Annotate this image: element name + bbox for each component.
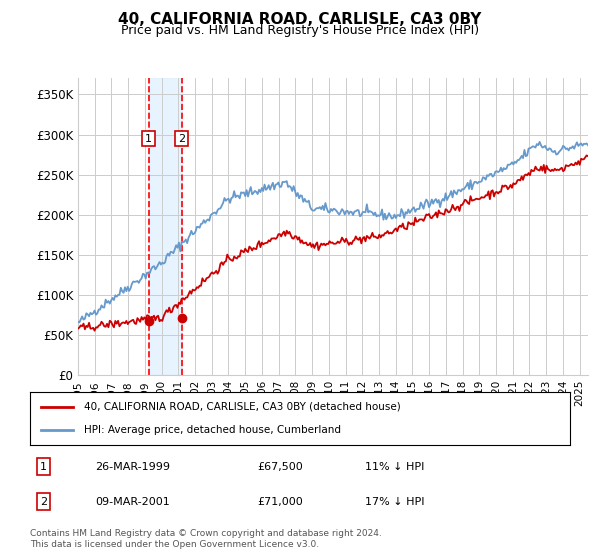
Text: 40, CALIFORNIA ROAD, CARLISLE, CA3 0BY (detached house): 40, CALIFORNIA ROAD, CARLISLE, CA3 0BY (… — [84, 402, 401, 412]
Text: 2: 2 — [40, 497, 47, 507]
Text: 26-MAR-1999: 26-MAR-1999 — [95, 462, 170, 472]
Text: Price paid vs. HM Land Registry's House Price Index (HPI): Price paid vs. HM Land Registry's House … — [121, 24, 479, 37]
Text: 1: 1 — [145, 134, 152, 143]
Text: 40, CALIFORNIA ROAD, CARLISLE, CA3 0BY: 40, CALIFORNIA ROAD, CARLISLE, CA3 0BY — [118, 12, 482, 27]
Text: 17% ↓ HPI: 17% ↓ HPI — [365, 497, 424, 507]
Text: 09-MAR-2001: 09-MAR-2001 — [95, 497, 170, 507]
Text: 11% ↓ HPI: 11% ↓ HPI — [365, 462, 424, 472]
Text: 2: 2 — [178, 134, 185, 143]
Text: £67,500: £67,500 — [257, 462, 302, 472]
Text: Contains HM Land Registry data © Crown copyright and database right 2024.
This d: Contains HM Land Registry data © Crown c… — [30, 529, 382, 549]
Bar — [149, 78, 182, 375]
Text: £71,000: £71,000 — [257, 497, 302, 507]
Text: HPI: Average price, detached house, Cumberland: HPI: Average price, detached house, Cumb… — [84, 425, 341, 435]
Text: 1: 1 — [40, 462, 47, 472]
